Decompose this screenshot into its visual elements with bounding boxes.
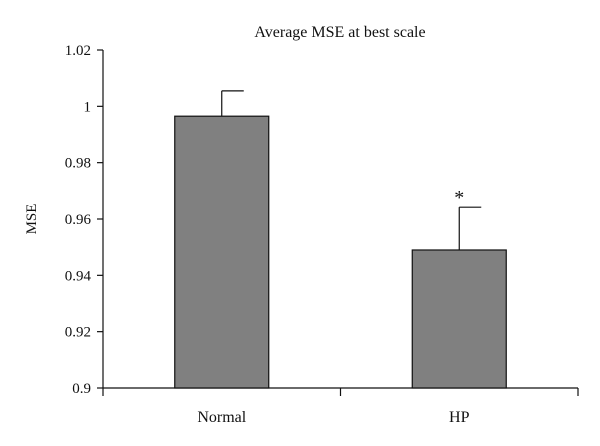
x-tick-label: HP	[449, 409, 470, 426]
chart-title: Average MSE at best scale	[254, 24, 425, 41]
y-tick-label: 0.96	[65, 212, 92, 228]
y-tick-label: 1	[84, 99, 92, 115]
y-tick-label: 0.92	[65, 325, 91, 341]
bar-hp	[411, 249, 507, 389]
y-tick-label: 1.02	[65, 43, 91, 59]
y-axis-label: MSE	[24, 204, 40, 235]
bar-normal	[174, 115, 270, 389]
y-tick-label: 0.94	[65, 268, 92, 284]
plot-area: 0.9 0.92 0.94 0.96 0.98 1 1.02 Normal HP *	[65, 43, 579, 426]
y-tick-label: 0.9	[72, 381, 91, 397]
x-tick-label: Normal	[197, 409, 246, 426]
significance-marker: *	[454, 187, 464, 209]
y-tick-label: 0.98	[65, 156, 91, 172]
